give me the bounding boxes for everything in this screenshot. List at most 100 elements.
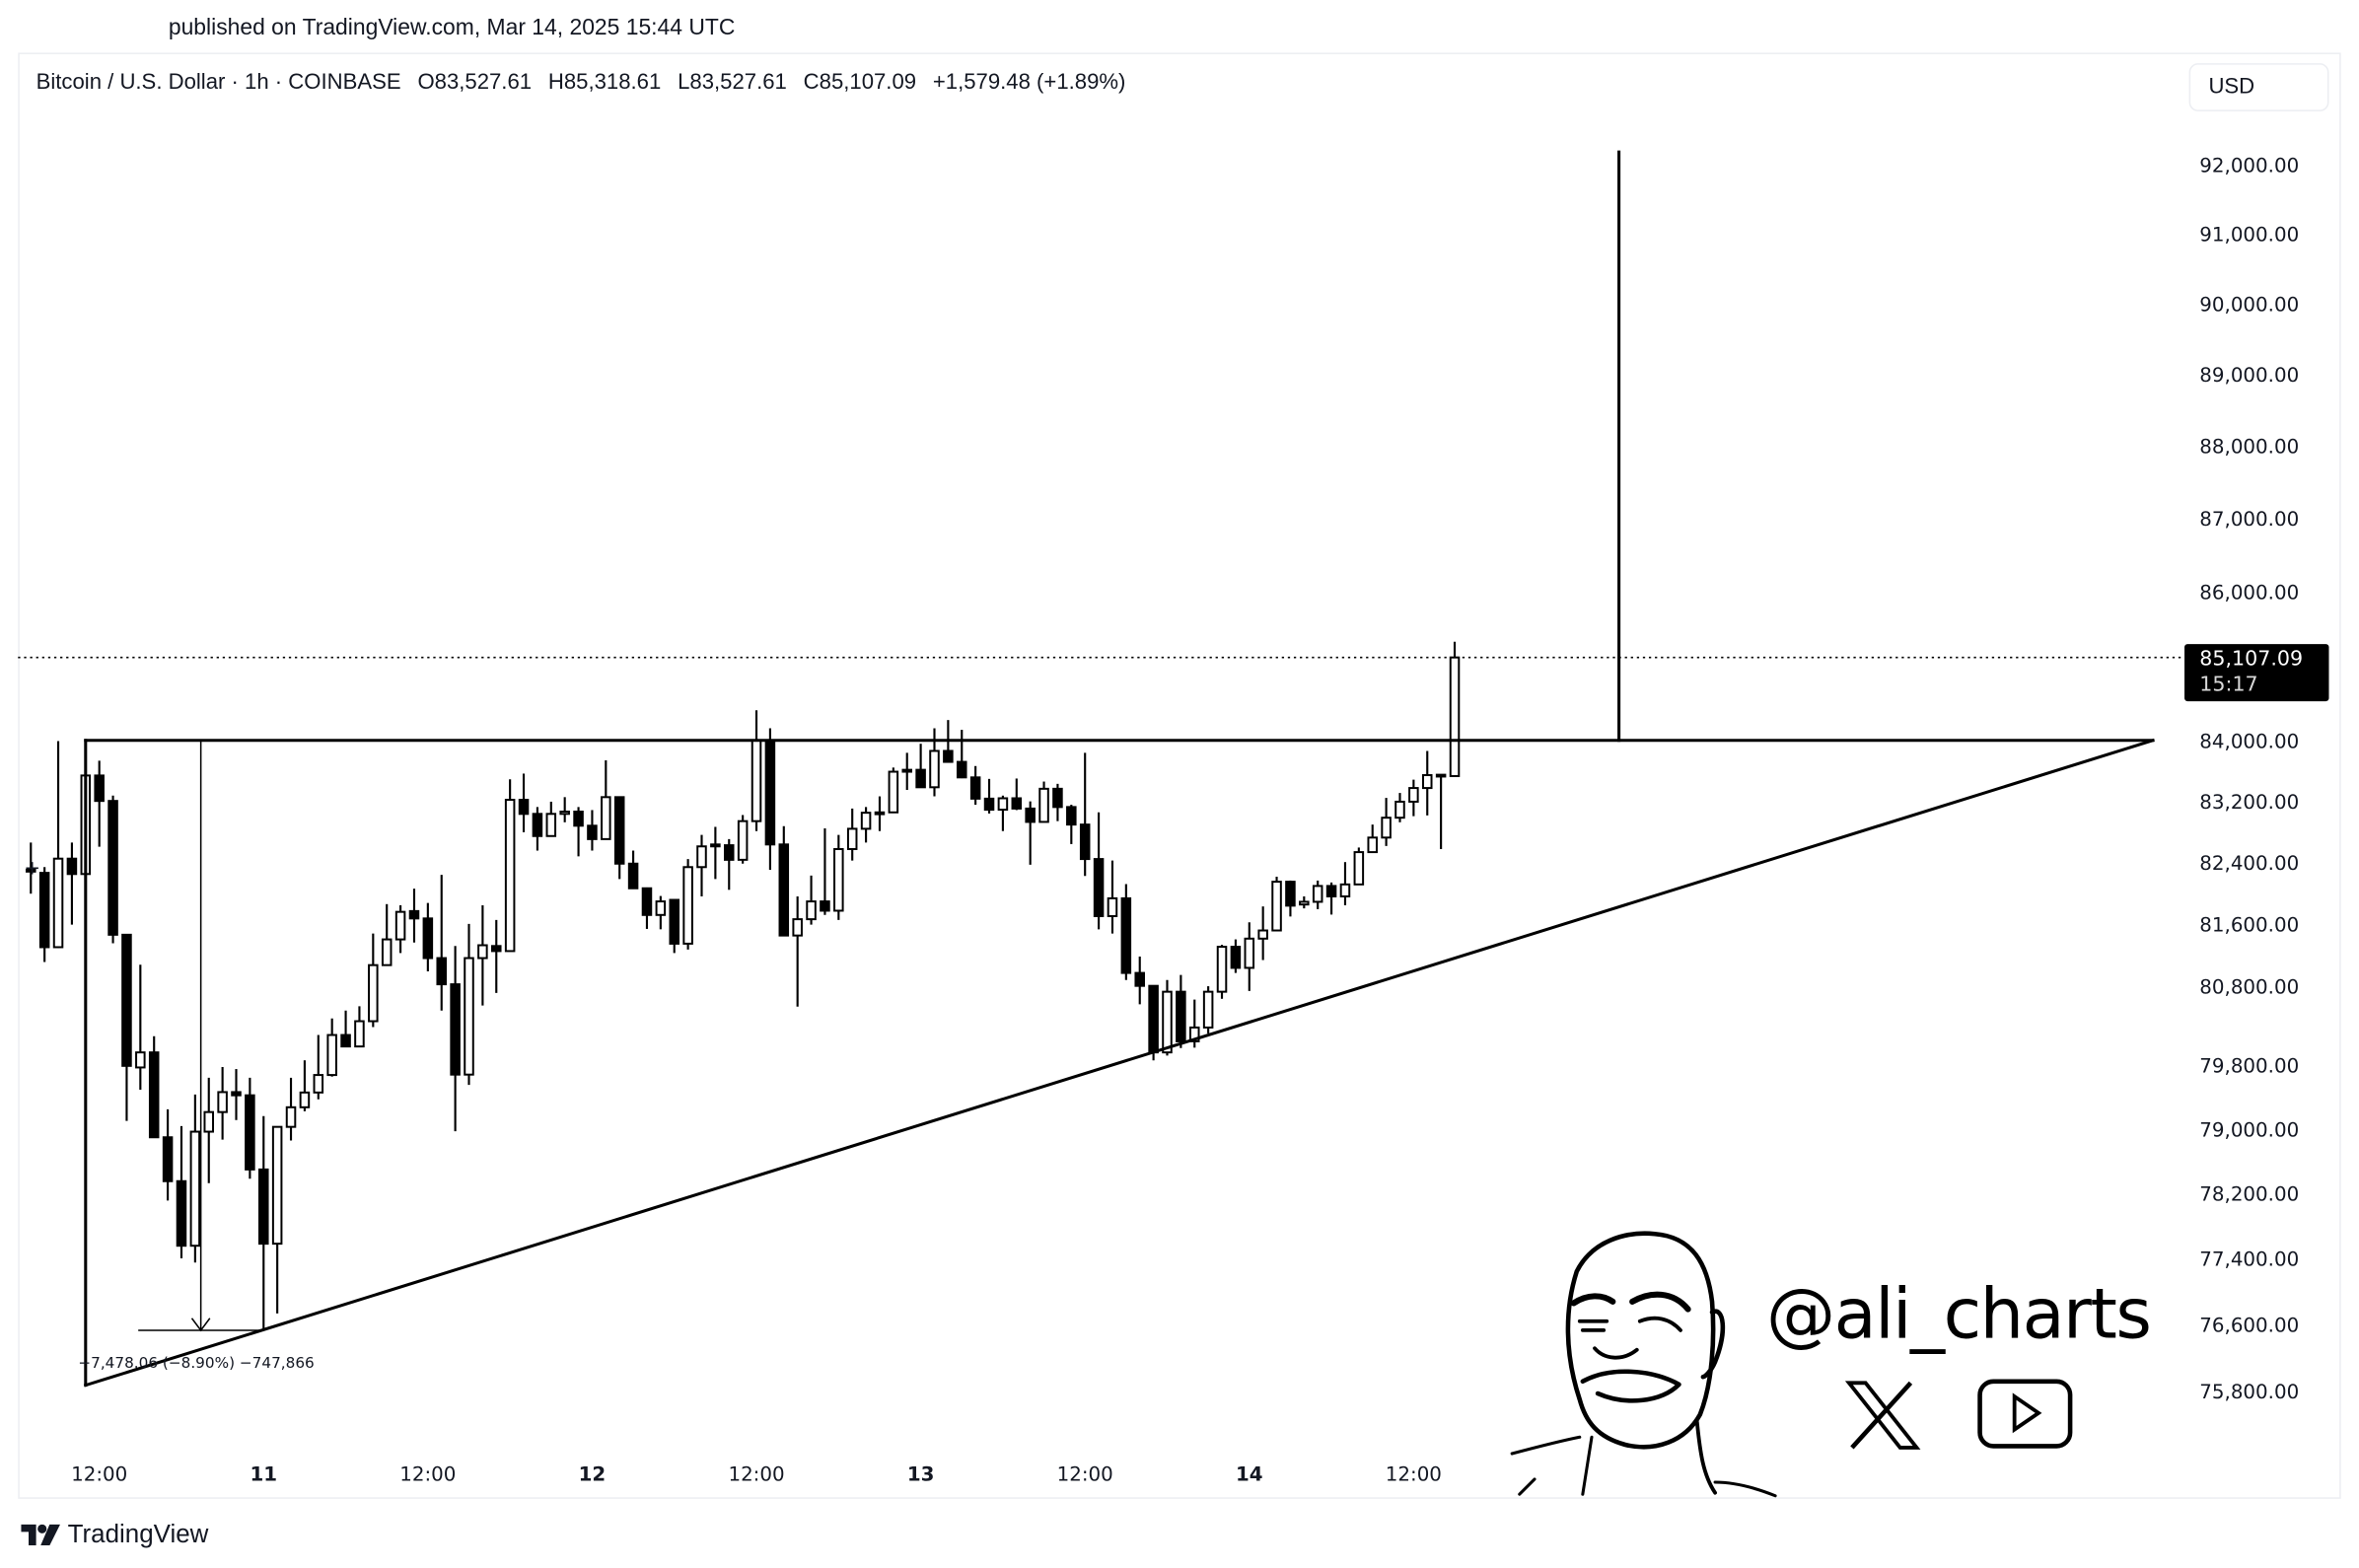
candle[interactable] bbox=[983, 778, 995, 814]
candle[interactable] bbox=[1381, 798, 1392, 846]
candle[interactable] bbox=[806, 875, 817, 925]
candle[interactable] bbox=[217, 1067, 228, 1140]
candle[interactable] bbox=[326, 1018, 337, 1077]
candle[interactable] bbox=[313, 1034, 324, 1100]
candle[interactable] bbox=[1093, 812, 1105, 930]
candle[interactable] bbox=[778, 825, 790, 937]
candle[interactable] bbox=[669, 898, 679, 954]
candle[interactable] bbox=[915, 744, 926, 789]
candle[interactable] bbox=[1052, 783, 1063, 821]
candle[interactable] bbox=[1353, 847, 1365, 886]
candle[interactable] bbox=[1325, 882, 1337, 915]
candle[interactable] bbox=[107, 795, 118, 944]
candle[interactable] bbox=[1299, 895, 1310, 909]
candle[interactable] bbox=[203, 1077, 215, 1183]
candle[interactable] bbox=[1038, 781, 1049, 823]
candle[interactable] bbox=[627, 850, 639, 890]
candle[interactable] bbox=[1011, 778, 1023, 811]
candle[interactable] bbox=[956, 730, 967, 779]
candle[interactable] bbox=[613, 796, 625, 880]
candle[interactable] bbox=[1216, 945, 1228, 999]
candle[interactable] bbox=[710, 826, 721, 880]
candle[interactable] bbox=[52, 741, 64, 949]
candle[interactable] bbox=[1244, 922, 1255, 991]
candle[interactable] bbox=[997, 795, 1009, 831]
candle[interactable] bbox=[723, 838, 735, 891]
candle[interactable] bbox=[436, 875, 448, 1011]
candle[interactable] bbox=[285, 1077, 297, 1141]
symbol-title[interactable]: Bitcoin / U.S. Dollar · 1h · COINBASE bbox=[36, 70, 401, 96]
candle[interactable] bbox=[381, 903, 393, 966]
candle[interactable] bbox=[559, 797, 570, 822]
candle[interactable] bbox=[1176, 974, 1186, 1048]
candle[interactable] bbox=[464, 923, 474, 1086]
candle[interactable] bbox=[189, 1094, 201, 1263]
candle[interactable] bbox=[545, 801, 557, 837]
candle[interactable] bbox=[764, 728, 776, 870]
ascending-support-line[interactable] bbox=[83, 738, 2155, 1388]
candle[interactable] bbox=[450, 946, 461, 1132]
candle[interactable] bbox=[1449, 641, 1461, 777]
candle[interactable] bbox=[26, 842, 36, 894]
candle[interactable] bbox=[340, 1010, 351, 1048]
candle[interactable] bbox=[1312, 880, 1323, 909]
candle[interactable] bbox=[148, 1035, 160, 1139]
candle[interactable] bbox=[1120, 884, 1132, 980]
candle[interactable] bbox=[1394, 793, 1405, 822]
candle[interactable] bbox=[929, 728, 940, 797]
candle[interactable] bbox=[820, 828, 830, 915]
candle[interactable] bbox=[1148, 984, 1159, 1061]
currency-button[interactable]: USD bbox=[2188, 63, 2329, 111]
candle[interactable] bbox=[737, 815, 749, 864]
candle[interactable] bbox=[1257, 906, 1268, 961]
candle[interactable] bbox=[969, 765, 981, 806]
candle[interactable] bbox=[792, 895, 803, 1007]
candle[interactable] bbox=[66, 842, 78, 925]
candle[interactable] bbox=[504, 779, 516, 953]
candle[interactable] bbox=[354, 1006, 365, 1048]
candle[interactable] bbox=[1408, 779, 1419, 817]
candle[interactable] bbox=[231, 1069, 242, 1120]
candle[interactable] bbox=[1134, 956, 1145, 1005]
x-logo-icon[interactable] bbox=[1844, 1381, 1921, 1450]
tradingview-logo[interactable]: TradingView bbox=[21, 1520, 208, 1550]
candle[interactable] bbox=[587, 810, 598, 851]
candle[interactable] bbox=[299, 1060, 311, 1111]
candle[interactable] bbox=[94, 760, 105, 847]
candle[interactable] bbox=[1339, 862, 1351, 905]
candle[interactable] bbox=[682, 859, 693, 950]
youtube-play-icon[interactable] bbox=[1977, 1379, 2073, 1449]
candle[interactable] bbox=[1230, 939, 1242, 973]
candle[interactable] bbox=[518, 773, 530, 832]
candle[interactable] bbox=[491, 919, 502, 993]
candle[interactable] bbox=[833, 834, 844, 920]
candle[interactable] bbox=[696, 834, 707, 896]
candle[interactable] bbox=[176, 1125, 187, 1259]
candle[interactable] bbox=[655, 895, 667, 930]
candle[interactable] bbox=[258, 1115, 269, 1328]
candle[interactable] bbox=[1162, 979, 1173, 1056]
candle[interactable] bbox=[38, 867, 50, 962]
candle[interactable] bbox=[846, 808, 858, 861]
candle[interactable] bbox=[888, 767, 899, 814]
candle[interactable] bbox=[1271, 877, 1282, 932]
candle[interactable] bbox=[1367, 824, 1378, 854]
candle[interactable] bbox=[1285, 880, 1296, 917]
candle[interactable] bbox=[368, 933, 379, 1028]
candle[interactable] bbox=[1025, 801, 1036, 865]
candle[interactable] bbox=[271, 1125, 283, 1314]
candle[interactable] bbox=[573, 807, 584, 857]
candle[interactable] bbox=[394, 904, 406, 954]
candle[interactable] bbox=[1435, 773, 1447, 849]
candle[interactable] bbox=[641, 887, 653, 929]
candle[interactable] bbox=[901, 752, 912, 791]
candle[interactable] bbox=[601, 760, 611, 840]
candle[interactable] bbox=[1107, 860, 1118, 934]
candle[interactable] bbox=[1202, 986, 1214, 1033]
candle[interactable] bbox=[477, 904, 488, 1006]
candle[interactable] bbox=[1079, 752, 1091, 877]
candle[interactable] bbox=[245, 1077, 255, 1179]
candle[interactable] bbox=[408, 889, 420, 943]
candle[interactable] bbox=[135, 964, 146, 1091]
